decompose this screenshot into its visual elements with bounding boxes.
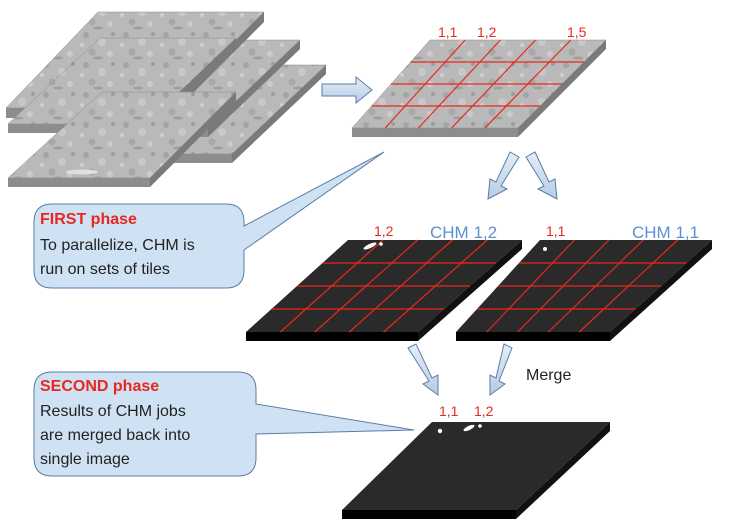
tile-label: 1,2: [374, 223, 394, 239]
second-phase-callout: SECOND phase Results of CHM jobs are mer…: [33, 371, 415, 477]
chm-output-right: [456, 239, 712, 341]
tile-grid: [271, 239, 496, 333]
down-arrow-icon: [489, 343, 513, 396]
em-slice: [7, 91, 237, 187]
tile-label: 1,1: [439, 403, 459, 419]
tile-label: 1,1: [546, 223, 566, 239]
callout-line: run on sets of tiles: [40, 261, 170, 278]
callout-title: FIRST phase: [40, 211, 137, 228]
merged-image: [342, 422, 610, 519]
tile-label: 1,2: [474, 403, 494, 419]
tile-label: 1,5: [567, 24, 587, 40]
input-image-stack: [5, 11, 327, 187]
callout-title: SECOND phase: [40, 378, 159, 395]
first-phase-callout: FIRST phase To parallelize, CHM is run o…: [33, 151, 385, 289]
tiled-image: [351, 39, 607, 137]
down-arrow-icon: [407, 343, 439, 396]
tile-grid: [371, 39, 584, 129]
callout-line: Results of CHM jobs: [40, 403, 186, 420]
tile-grid: [477, 239, 687, 333]
chm-job-title: CHM 1,2: [430, 223, 497, 242]
tile-label: 1,2: [477, 24, 497, 40]
callout-line: are merged back into: [40, 427, 190, 444]
down-arrow-icon: [487, 151, 520, 200]
down-arrow-icon: [525, 151, 558, 200]
chm-output-left: [246, 239, 522, 341]
chm-job-title: CHM 1,1: [632, 223, 699, 242]
merge-label: Merge: [526, 367, 571, 384]
tile-label: 1,1: [438, 24, 458, 40]
callout-line: single image: [40, 451, 130, 468]
right-arrow-icon: [321, 75, 373, 105]
callout-line: To parallelize, CHM is: [40, 237, 195, 254]
